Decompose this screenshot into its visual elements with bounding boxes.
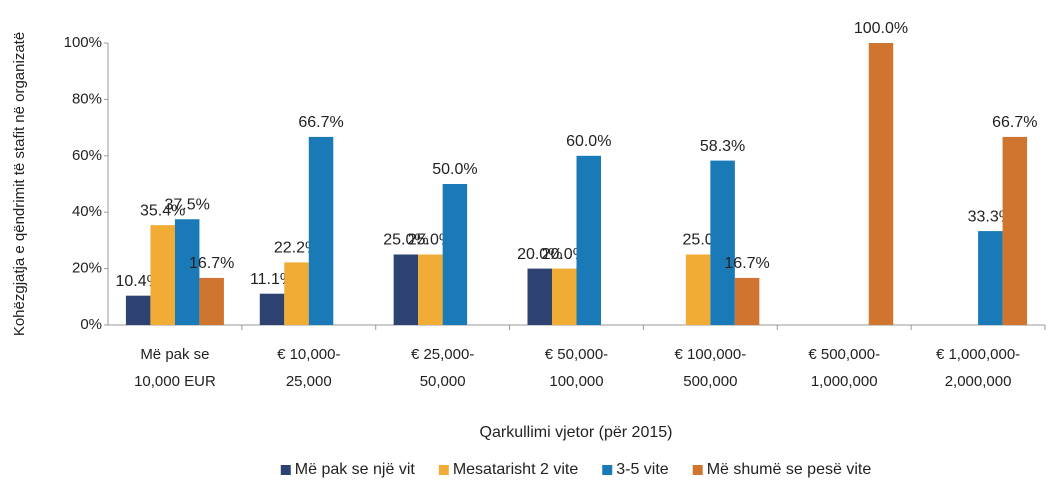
bar xyxy=(685,254,711,325)
y-tick-label: 80% xyxy=(72,90,102,107)
data-label: 22.2% xyxy=(274,240,319,257)
bar xyxy=(710,160,735,325)
x-tick-label: 500,000 xyxy=(683,373,737,390)
legend-label: Më pak se një vit xyxy=(295,461,416,478)
bar xyxy=(734,277,760,325)
data-label: 35.4% xyxy=(140,202,185,219)
data-label: 16.7% xyxy=(189,255,234,272)
bar xyxy=(308,136,334,325)
x-tick-label: € 10,000- xyxy=(277,346,340,363)
data-label: 66.7% xyxy=(298,114,343,131)
x-tick-label: € 1,000,000- xyxy=(936,346,1020,363)
y-axis-title: Kohëzgjatja e qëndrimit të stafit në org… xyxy=(11,32,28,336)
data-label: 25.0% xyxy=(408,232,453,249)
y-tick-label: 40% xyxy=(72,203,102,220)
data-label: 25.0 xyxy=(683,232,714,249)
bar xyxy=(442,184,468,325)
bar xyxy=(527,268,552,325)
legend-label: Mesatarisht 2 vite xyxy=(453,461,578,478)
data-label: 11.1% xyxy=(250,271,294,288)
y-tick-label: 60% xyxy=(72,147,102,164)
bar xyxy=(259,293,285,325)
x-tick-label: € 25,000- xyxy=(411,346,474,363)
x-tick-label: € 500,000- xyxy=(808,346,880,363)
data-label: 58.3% xyxy=(700,138,745,155)
data-label: 60.0% xyxy=(566,133,611,150)
y-tick-label: 100% xyxy=(64,34,102,51)
legend-swatch xyxy=(280,465,291,475)
bar xyxy=(552,268,577,325)
x-tick-label: 10,000 EUR xyxy=(134,373,216,390)
bar xyxy=(576,155,601,325)
legend-swatch xyxy=(438,465,449,475)
bar xyxy=(174,219,200,325)
data-label: 16.7% xyxy=(724,255,769,272)
data-label: 25.0% xyxy=(383,232,428,249)
bar xyxy=(868,43,894,325)
legend-swatch xyxy=(692,465,703,475)
x-tick-label: 100,000 xyxy=(549,373,603,390)
data-label: 66.7% xyxy=(992,114,1037,131)
y-tick-label: 0% xyxy=(80,316,102,333)
bar xyxy=(1002,136,1028,325)
bar xyxy=(418,254,443,325)
x-tick-label: € 50,000- xyxy=(545,346,608,363)
x-tick-label: € 100,000- xyxy=(674,346,746,363)
data-label: 50.0% xyxy=(432,161,477,178)
legend-swatch xyxy=(602,465,613,475)
data-label: 37.5% xyxy=(164,196,209,213)
bar xyxy=(393,254,419,325)
x-axis-title: Qarkullimi vjetor (për 2015) xyxy=(480,424,673,441)
data-label: 33.3% xyxy=(968,208,1013,225)
legend-label: Më shumë se pesë vite xyxy=(707,461,872,478)
y-tick-label: 20% xyxy=(72,260,102,277)
x-tick-label: Më pak se xyxy=(140,346,209,363)
x-tick-label: 2,000,000 xyxy=(945,373,1012,390)
data-label: 10.4% xyxy=(115,273,160,290)
x-tick-label: 50,000 xyxy=(420,373,466,390)
x-tick-label: 25,000 xyxy=(286,373,332,390)
bar xyxy=(284,262,309,325)
data-label: 20.0% xyxy=(542,246,587,263)
data-label: 100.0% xyxy=(854,20,908,37)
bar xyxy=(199,277,224,325)
bar xyxy=(150,225,175,325)
legend-label: 3-5 vite xyxy=(616,461,669,478)
x-tick-label: 1,000,000 xyxy=(811,373,878,390)
data-label: 20.0% xyxy=(517,246,562,263)
bar xyxy=(978,231,1003,325)
bar xyxy=(125,295,151,325)
